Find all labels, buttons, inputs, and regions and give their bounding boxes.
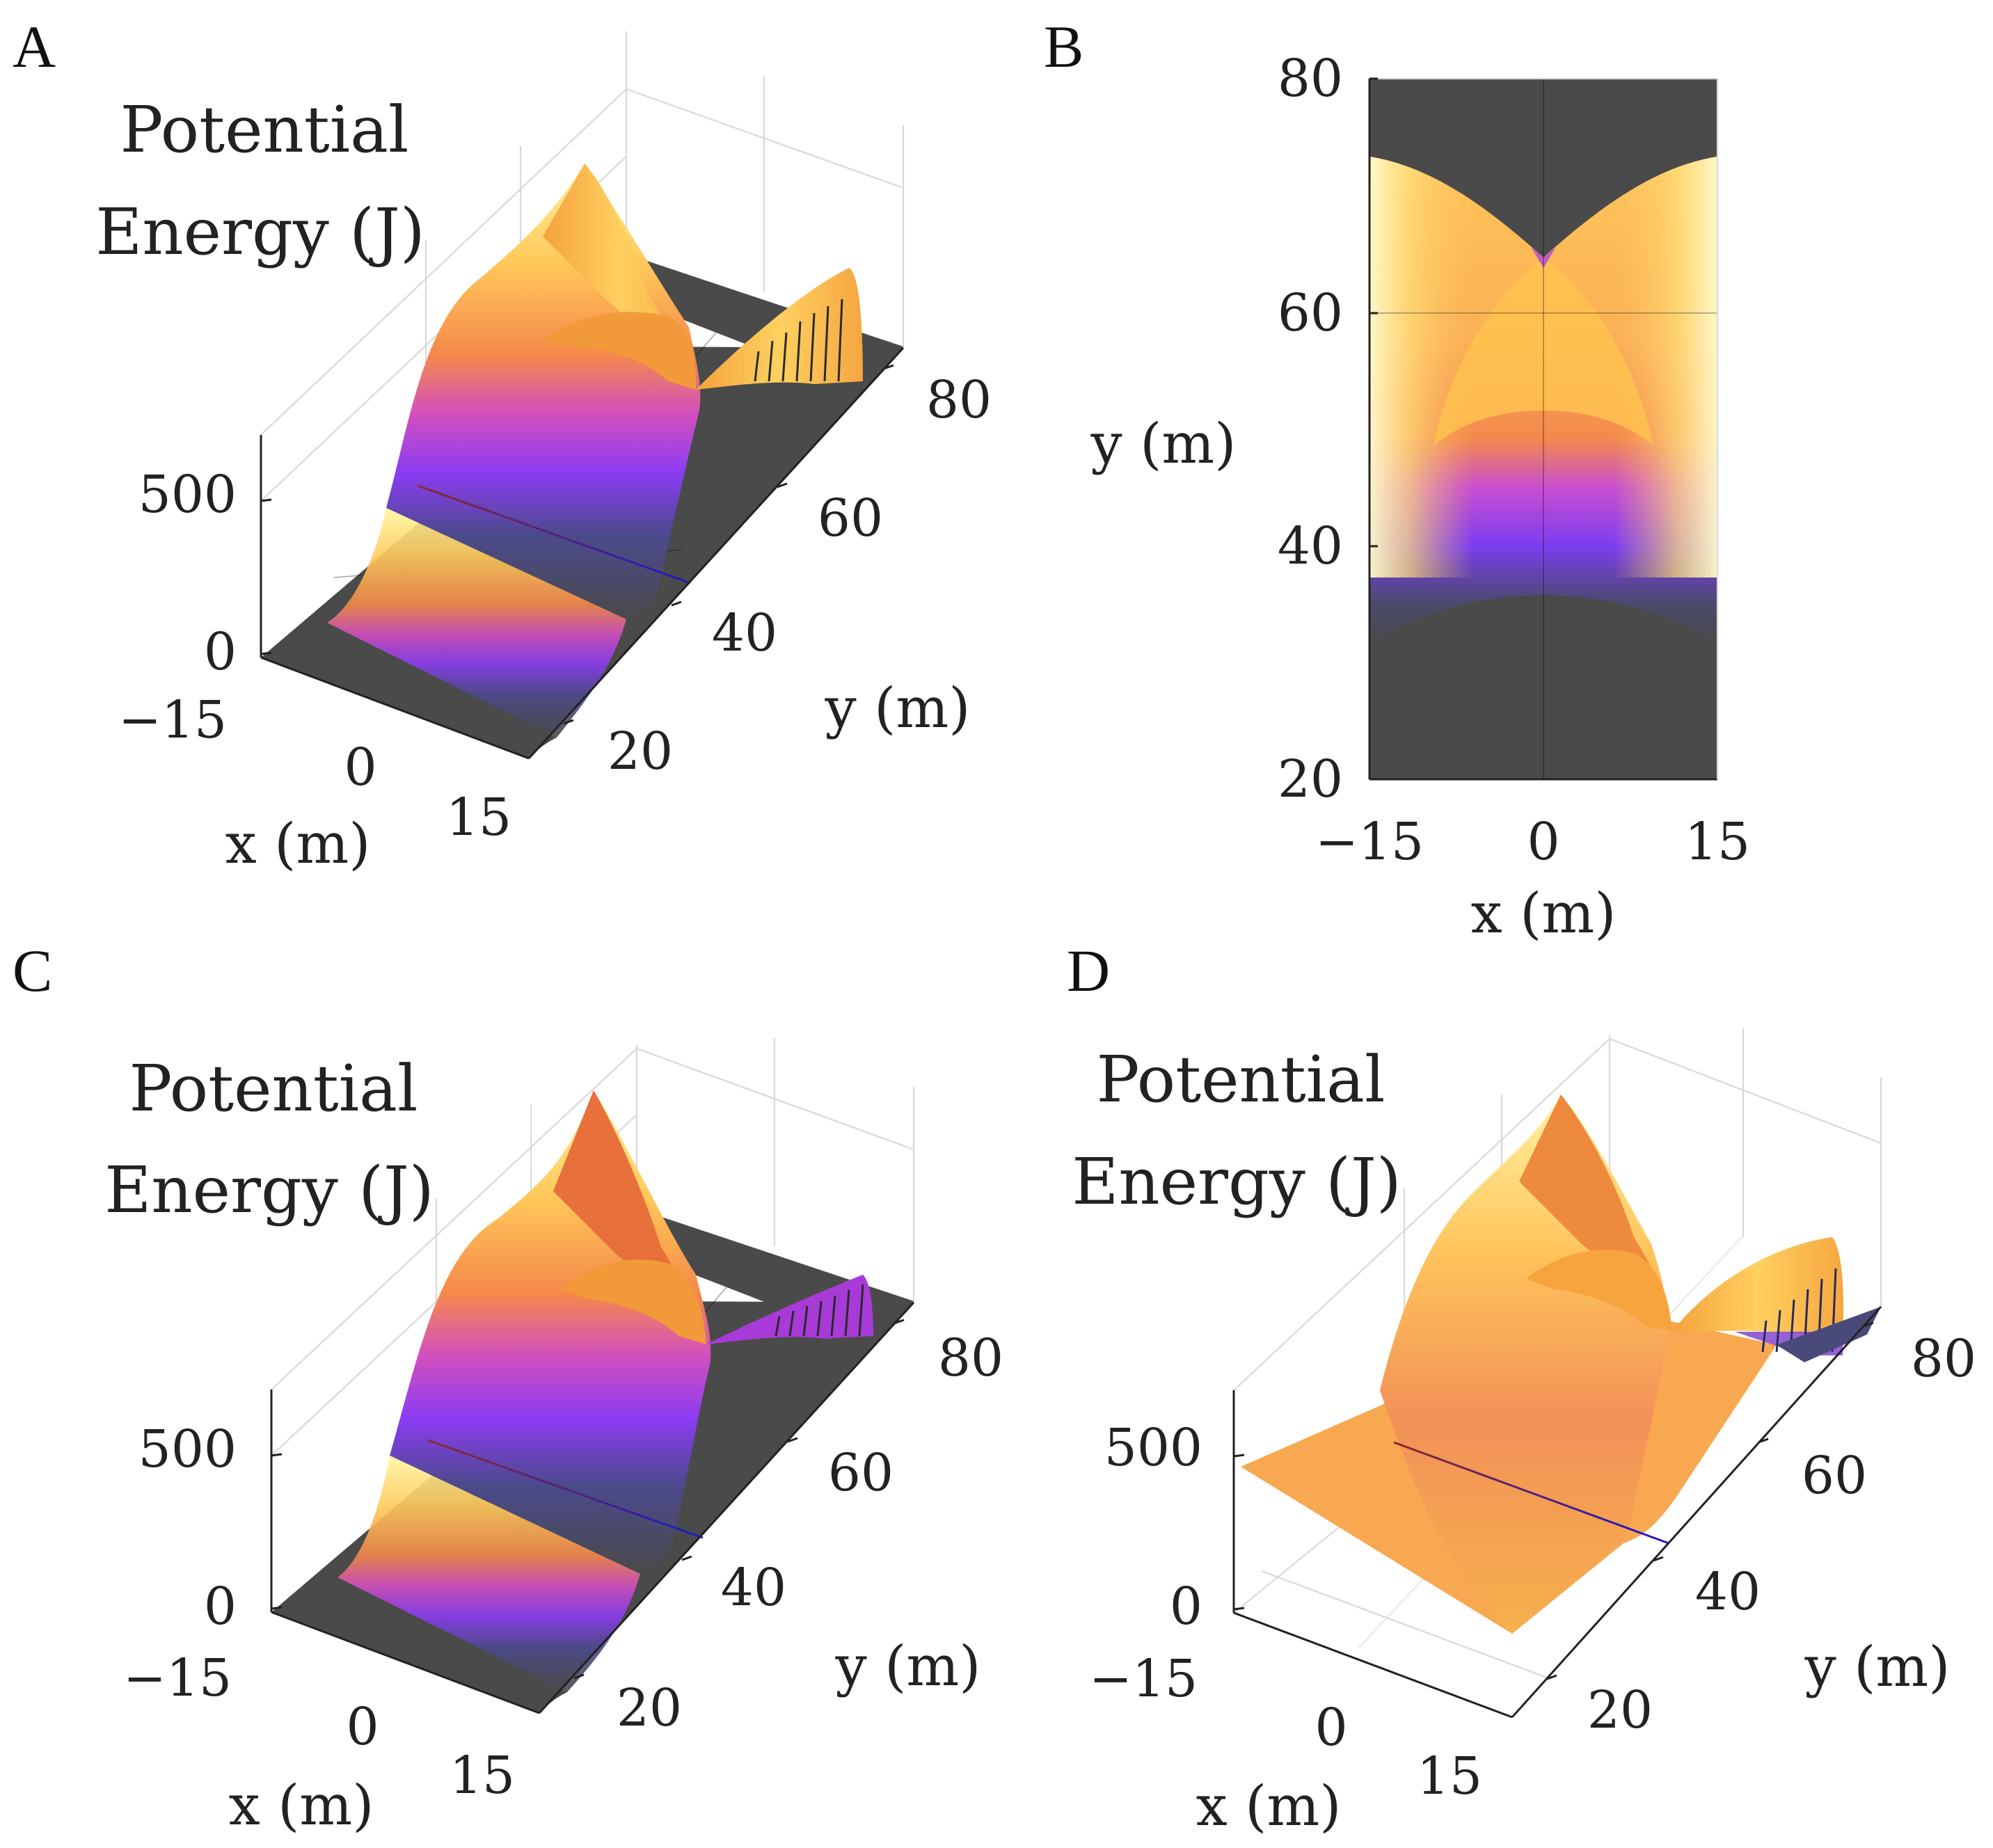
y-tick-40: 40 (1695, 1562, 1761, 1622)
y-tick-60: 60 (818, 488, 883, 548)
z-axis-title-line2: Energy (J) (1072, 1145, 1402, 1219)
y-tick-60: 60 (1278, 283, 1343, 343)
x-tick-neg15: −15 (1089, 1649, 1198, 1709)
y-tick-20: 20 (608, 722, 673, 781)
comb-spikes (754, 298, 843, 382)
ridge-center-fold (543, 312, 696, 390)
panel-b: B 80 60 40 20 −15 0 15 x (m) y ( (1044, 13, 1750, 946)
z-tick-0: 0 (1170, 1577, 1202, 1636)
y-tick-80: 80 (926, 370, 992, 430)
z-tick-0: 0 (204, 622, 237, 682)
heatmap-center-cusp (1531, 247, 1556, 268)
z-axis-title-line2: Energy (J) (95, 195, 425, 269)
surface-near-floor (271, 1577, 567, 1713)
x-tick-neg15: −15 (1315, 812, 1424, 872)
x-tick-neg15: −15 (123, 1648, 232, 1708)
x-tick-15: 15 (450, 1746, 515, 1806)
zero-floor-far (1777, 1307, 1881, 1362)
z-ticks: 500 0 (1104, 1418, 1245, 1636)
y-axis-label: y (m) (835, 1634, 981, 1698)
z-ticks: 500 0 (138, 465, 272, 682)
ridge-center-fold (1526, 1250, 1672, 1331)
y-tick-20: 20 (617, 1678, 682, 1738)
x-tick-0: 0 (344, 738, 376, 797)
y-ticks: 20 40 60 80 (1546, 1321, 1976, 1740)
y-axis-label: y (m) (1804, 1634, 1951, 1699)
surface-left-slope (338, 1456, 640, 1692)
surface-near-floor (261, 623, 557, 758)
y-tick-80: 80 (938, 1328, 1003, 1388)
surface-left-slope (327, 508, 626, 738)
marker-line-y40 (417, 484, 691, 584)
x-tick-0: 0 (1527, 812, 1559, 872)
y-ticks: 80 60 40 20 (1278, 49, 1378, 809)
z-axis-title-line1: Potential (1097, 1042, 1385, 1117)
z-tick-0: 0 (204, 1577, 237, 1636)
panel-d: D Potential Energy (J) (1067, 937, 1976, 1838)
ridge-right-wing (696, 268, 863, 390)
x-ticks: −15 0 15 (1089, 1649, 1482, 1806)
x-axis-label: x (m) (1196, 1774, 1342, 1838)
z-tick-500: 500 (138, 465, 237, 525)
x-tick-15: 15 (1417, 1746, 1482, 1806)
x-ticks: −15 0 15 (123, 1648, 515, 1806)
x-ticks: −15 0 15 (1315, 812, 1750, 872)
x-axis-label: x (m) (1471, 881, 1617, 946)
z-tick-500: 500 (138, 1419, 237, 1479)
x-tick-0: 0 (1315, 1698, 1347, 1758)
y-tick-80: 80 (1911, 1329, 1976, 1389)
panel-letter-c: C (13, 937, 52, 1004)
y-tick-60: 60 (1802, 1446, 1867, 1506)
panel-a: A Potential Energy (J) (13, 13, 992, 876)
y-tick-80: 80 (1278, 49, 1343, 109)
y-ticks: 20 40 60 80 (573, 1319, 1003, 1738)
z-axis-title-line2: Energy (J) (104, 1153, 434, 1227)
panel-letter-b: B (1044, 13, 1083, 80)
heatmap-center-arch (1434, 257, 1653, 445)
panel-c: C Potential Energy (J) (13, 937, 1003, 1838)
y-tick-20: 20 (1587, 1680, 1653, 1740)
z-ticks: 500 0 (138, 1419, 283, 1636)
y-axis-label: y (m) (825, 676, 971, 740)
y-tick-20: 20 (1278, 749, 1343, 809)
x-axis-label: x (m) (225, 811, 371, 876)
x-axis-label: x (m) (229, 1773, 374, 1838)
ridge-right-wing (1672, 1237, 1844, 1335)
panel-letter-d: D (1067, 937, 1110, 1004)
z-axis-title-line1: Potential (120, 93, 409, 167)
marker-line-y40 (1393, 1441, 1669, 1545)
x-tick-15: 15 (1685, 812, 1750, 872)
x-ticks: −15 0 15 (118, 690, 511, 847)
y-ticks: 20 40 60 80 (563, 364, 992, 781)
x-tick-0: 0 (346, 1697, 379, 1757)
x-tick-15: 15 (446, 788, 511, 847)
y-tick-40: 40 (721, 1558, 786, 1618)
y-axis-label: y (m) (1090, 411, 1237, 476)
z-axis-title-line1: Potential (129, 1051, 418, 1126)
z-tick-500: 500 (1104, 1418, 1202, 1478)
y-tick-40: 40 (712, 603, 777, 663)
x-tick-neg15: −15 (118, 690, 227, 750)
marker-line-y40 (427, 1439, 704, 1539)
y-tick-60: 60 (828, 1443, 894, 1503)
y-tick-40: 40 (1278, 516, 1343, 576)
comb-spikes (775, 1284, 864, 1337)
ridge-center-fold (560, 1259, 706, 1344)
panel-letter-a: A (13, 13, 56, 80)
